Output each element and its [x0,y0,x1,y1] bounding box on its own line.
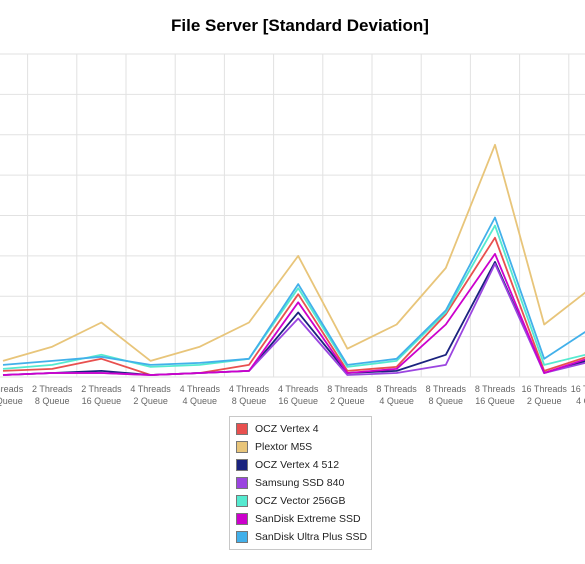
x-tick-label: 8 Threads [426,384,467,394]
x-tick-label: 16 Threads [522,384,568,394]
series-line-5 [2,252,585,376]
chart-title: File Server [Standard Deviation] [171,16,429,35]
legend-swatch [236,459,248,471]
legend-item: Samsung SSD 840 [230,474,371,492]
legend-item: SanDisk Ultra Plus SSD [230,528,371,546]
legend-label: Plextor M5S [255,441,313,453]
series-line-4 [2,224,585,370]
legend-swatch [236,513,248,525]
x-tick-label: 8 Threads [327,384,368,394]
legend-swatch [236,531,248,543]
x-tick-labels: 1 Threads 16 Queue 2 Threads 8 Queue 2 Threa… [0,384,585,406]
x-tick-label: 8 Threads [475,384,516,394]
legend-label: Samsung SSD 840 [255,477,345,489]
legend-item: Plextor M5S [230,438,371,456]
legend-label: OCZ Vertex 4 512 [255,459,340,471]
x-tick-label: 4 Threads [130,384,171,394]
x-tick-label: 4 Queue [183,396,218,406]
x-tick-label: 2 Threads [81,384,122,394]
x-tick-label: 16 Queue [278,396,318,406]
legend: OCZ Vertex 4 Plextor M5S OCZ Vertex 4 512 S… [229,416,372,550]
legend-label: SanDisk Ultra Plus SSD [255,531,368,543]
legend-item: OCZ Vertex 4 512 [230,456,371,474]
legend-label: OCZ Vector 256GB [255,495,346,507]
legend-item: OCZ Vector 256GB [230,492,371,510]
x-tick-label: 2 Queue [330,396,365,406]
x-tick-label: 16 Queue [0,396,23,406]
x-tick-label: 4 Threads [229,384,270,394]
x-tick-label: 8 Queue [232,396,267,406]
legend-label: SanDisk Extreme SSD [255,513,361,525]
x-tick-label: 16 Queue [475,396,515,406]
legend-item: SanDisk Extreme SSD [230,510,371,528]
series-lines [2,143,585,376]
series-line-6 [2,216,585,366]
legend-swatch [236,441,248,453]
x-tick-label: 16 Threads [571,384,585,394]
legend-swatch [236,477,248,489]
series-line-1 [2,143,585,362]
legend-swatch [236,495,248,507]
legend-label: OCZ Vertex 4 [255,423,319,435]
x-tick-label: 4 Queue [379,396,414,406]
x-tick-label: 8 Queue [35,396,70,406]
x-tick-label: 4 Queue [576,396,585,406]
x-tick-label: 8 Threads [376,384,417,394]
x-tick-label: 1 Threads [0,384,24,394]
x-tick-label: 2 Queue [527,396,562,406]
x-tick-label: 2 Queue [133,396,168,406]
x-tick-label: 4 Threads [278,384,319,394]
x-tick-label: 8 Queue [429,396,464,406]
x-tick-label: 4 Threads [180,384,221,394]
legend-item: OCZ Vertex 4 [230,420,371,438]
legend-swatch [236,423,248,435]
series-line-2 [2,260,585,376]
series-line-0 [2,236,585,376]
x-tick-label: 2 Threads [32,384,73,394]
x-tick-label: 16 Queue [82,396,122,406]
